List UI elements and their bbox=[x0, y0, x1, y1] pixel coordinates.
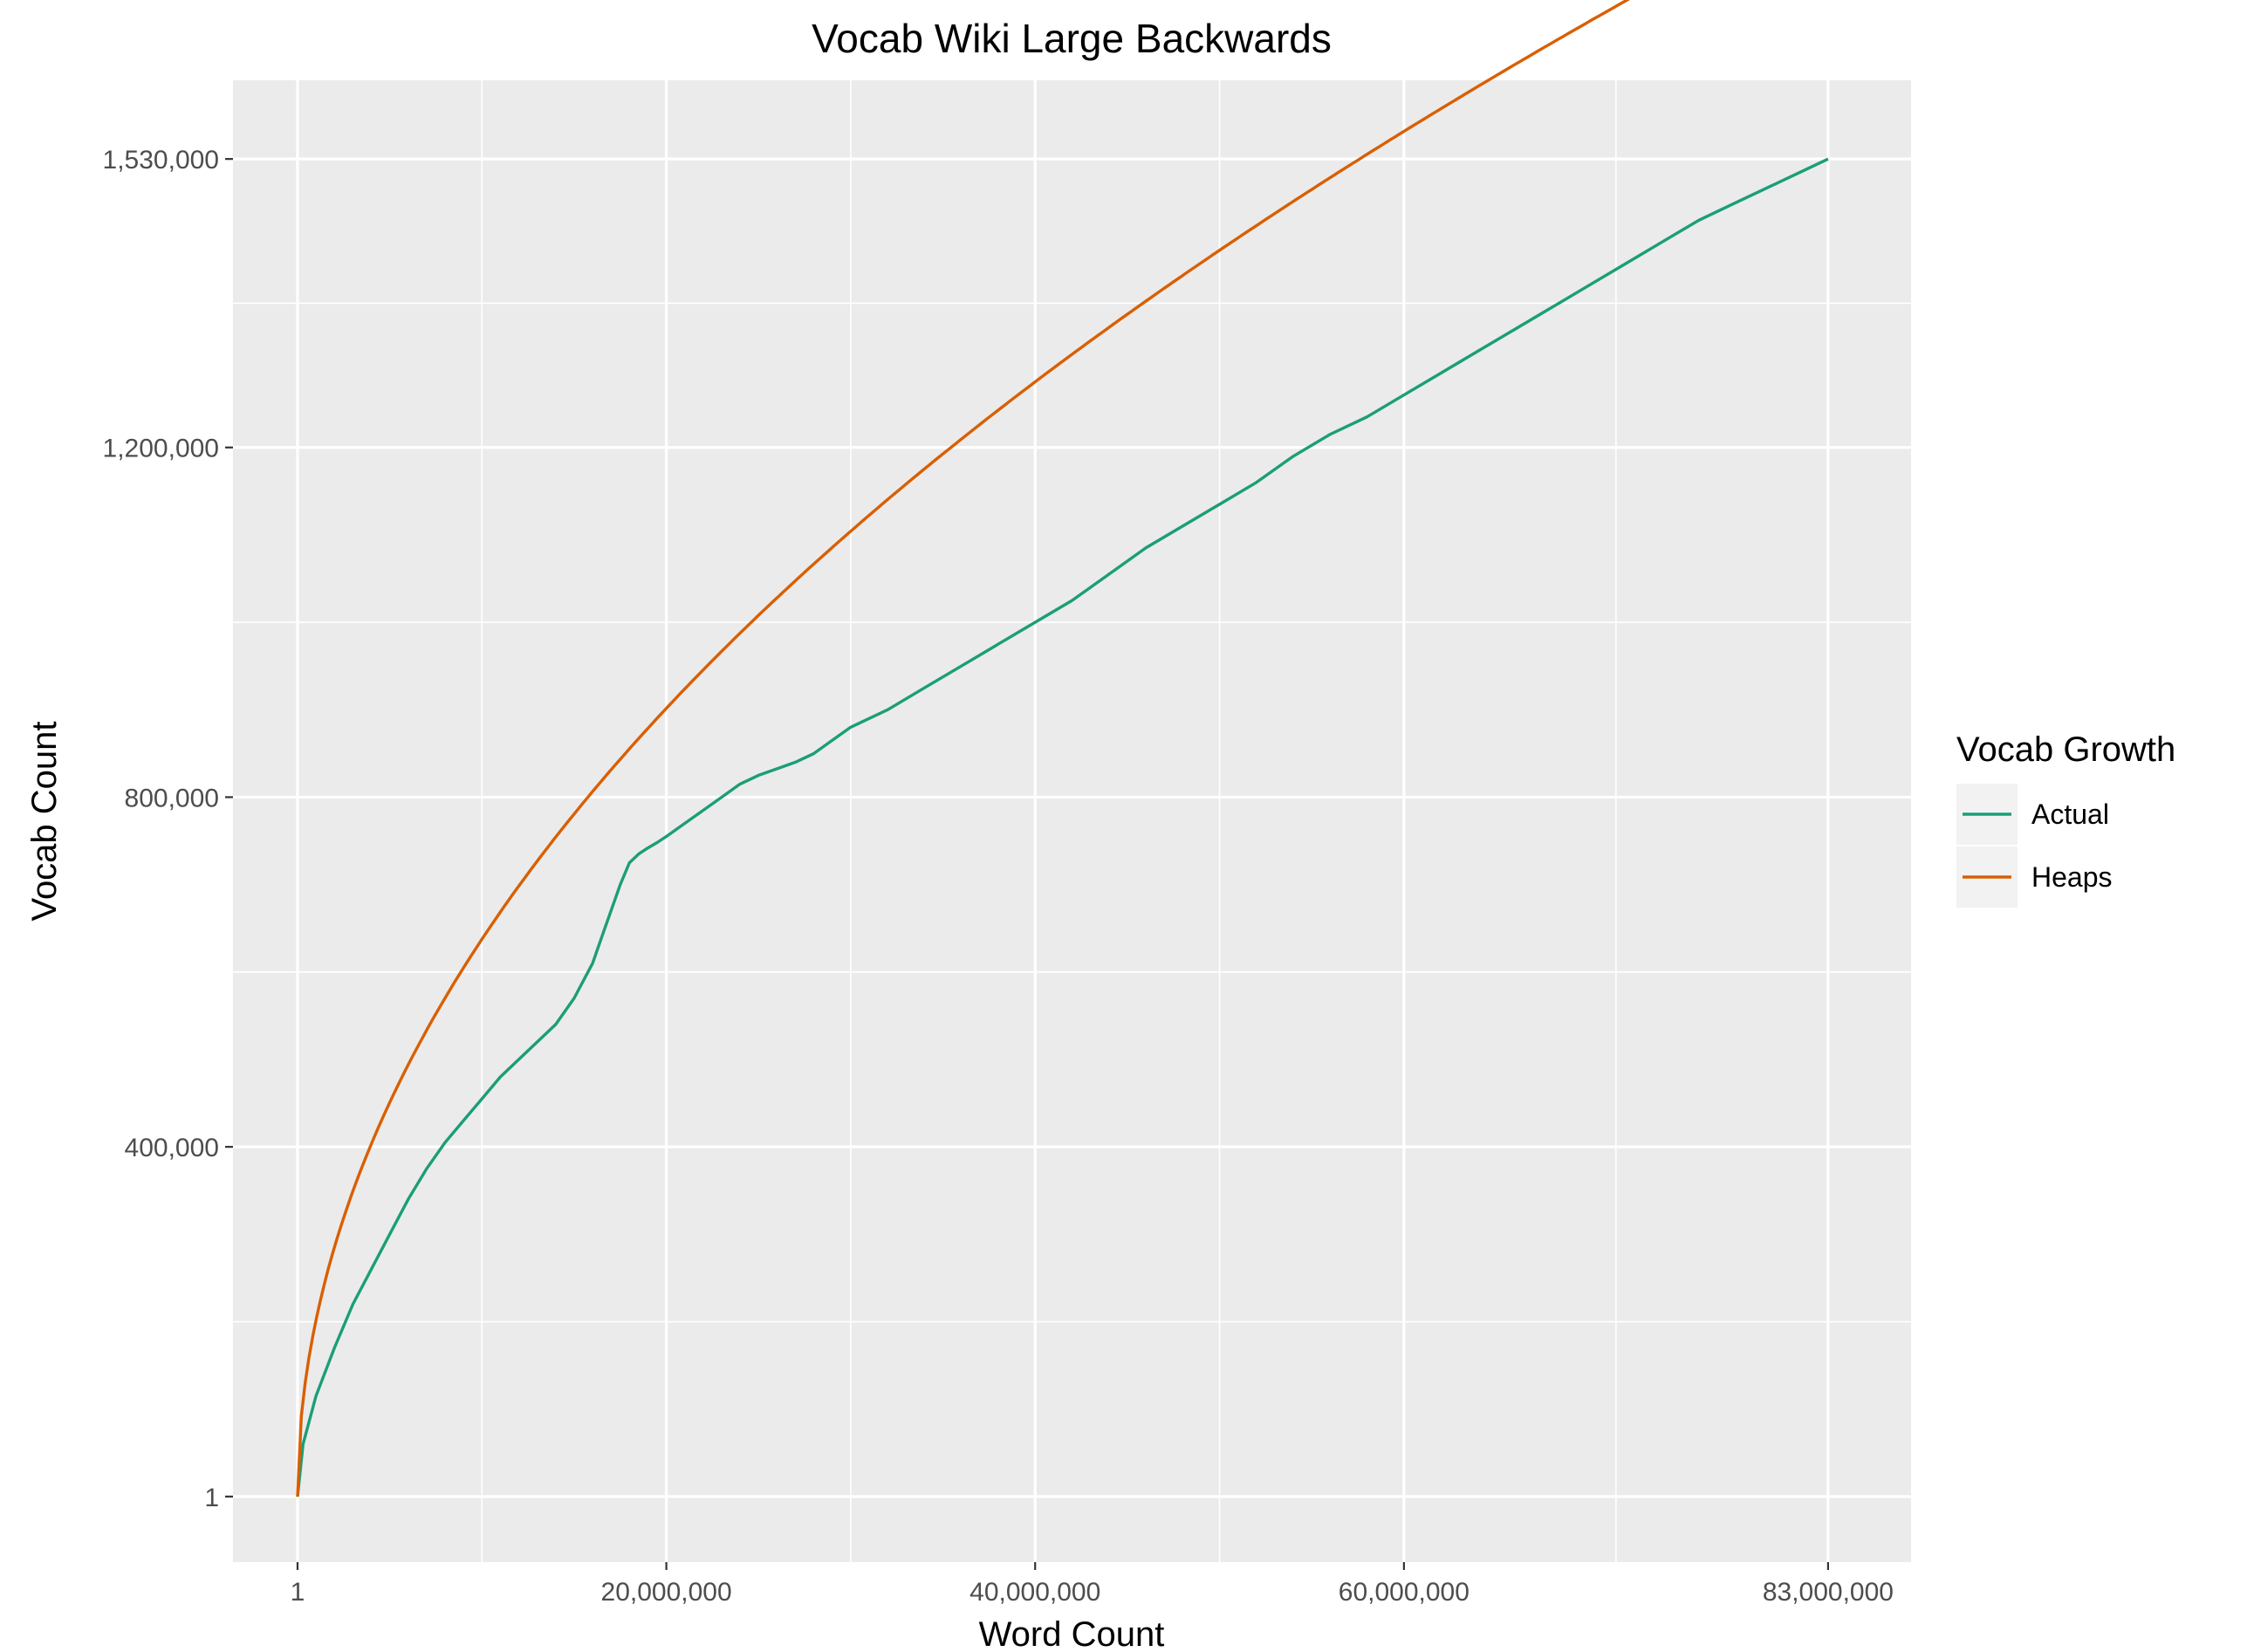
legend-label-actual: Actual bbox=[2031, 799, 2109, 830]
legend-title: Vocab Growth bbox=[1956, 730, 2175, 769]
legend-entries: Actual Heaps bbox=[1956, 784, 2113, 908]
y-tick-label: 400,000 bbox=[125, 1134, 219, 1162]
x-tick-label: 40,000,000 bbox=[969, 1578, 1100, 1607]
x-tick-label: 20,000,000 bbox=[601, 1578, 732, 1607]
y-axis: 1 400,000 800,000 1,200,000 1,530,000 bbox=[103, 146, 233, 1512]
legend: Vocab Growth Actual Heaps bbox=[1956, 730, 2175, 908]
series-lines bbox=[296, 0, 1829, 1498]
series-line-heaps bbox=[296, 0, 1631, 1497]
y-tick-label: 1 bbox=[204, 1484, 219, 1512]
y-axis-title: Vocab Count bbox=[25, 721, 64, 921]
grid-minor bbox=[233, 80, 1911, 1562]
grid-major bbox=[233, 80, 1911, 1562]
x-axis-title: Word Count bbox=[979, 1615, 1165, 1652]
x-tick-label: 60,000,000 bbox=[1339, 1578, 1469, 1607]
y-tick-label: 800,000 bbox=[125, 784, 219, 812]
x-axis: 1 20,000,000 40,000,000 60,000,000 83,000,00… bbox=[291, 1562, 1894, 1607]
y-tick-label: 1,200,000 bbox=[103, 435, 219, 463]
x-tick-label: 83,000,000 bbox=[1763, 1578, 1894, 1607]
legend-label-heaps: Heaps bbox=[2031, 861, 2113, 893]
plot-panel bbox=[233, 80, 1911, 1562]
x-tick-label: 1 bbox=[291, 1578, 305, 1607]
chart-title: Vocab Wiki Large Backwards bbox=[812, 16, 1332, 61]
y-tick-label: 1,530,000 bbox=[103, 146, 219, 175]
series-line-actual bbox=[296, 157, 1829, 1498]
